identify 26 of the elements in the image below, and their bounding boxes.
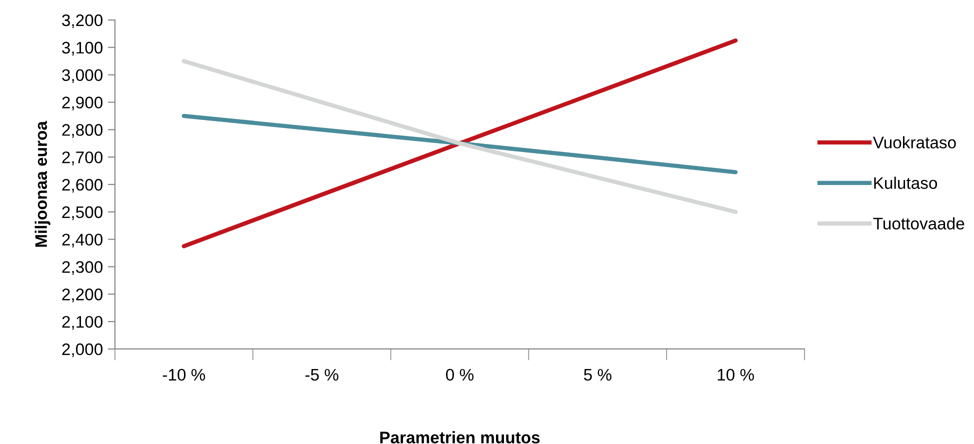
- x-axis-title: Parametrien muutos: [380, 431, 540, 444]
- x-tick-label: -5 %: [305, 368, 338, 381]
- line-series: [182, 114, 738, 174]
- y-tick-label: 2,300: [62, 261, 102, 275]
- y-tick-label: 2,000: [62, 343, 102, 358]
- y-tick-label: 2,100: [62, 316, 102, 330]
- y-axis-title: Miljoonaa euroa: [34, 120, 50, 247]
- y-tick-label: 2,900: [62, 96, 102, 110]
- y-tick-label: 2,200: [62, 288, 102, 302]
- x-tick-label: 5 %: [584, 368, 612, 381]
- y-tick-label: 3,200: [62, 14, 102, 28]
- y-tick-label: 2,700: [62, 151, 102, 166]
- legend-label: Vuokrataso: [872, 136, 956, 148]
- y-tick-label: 2,500: [62, 206, 102, 220]
- y-tick-label: 2,400: [62, 234, 102, 248]
- x-tick-label: 0 %: [446, 368, 474, 381]
- line-series: [182, 59, 738, 214]
- legend-label: Kulutaso: [874, 176, 938, 189]
- y-tick-label: 3,100: [62, 42, 102, 56]
- line-series: [182, 38, 738, 248]
- legend-label: Tuottovaade: [873, 217, 964, 230]
- y-tick-label: 2,600: [62, 178, 102, 193]
- x-tick-label: -10 %: [162, 368, 206, 381]
- x-tick-label: 10 %: [718, 368, 754, 381]
- y-tick-label: 2,800: [62, 124, 102, 138]
- y-tick-label: 3,000: [62, 69, 102, 83]
